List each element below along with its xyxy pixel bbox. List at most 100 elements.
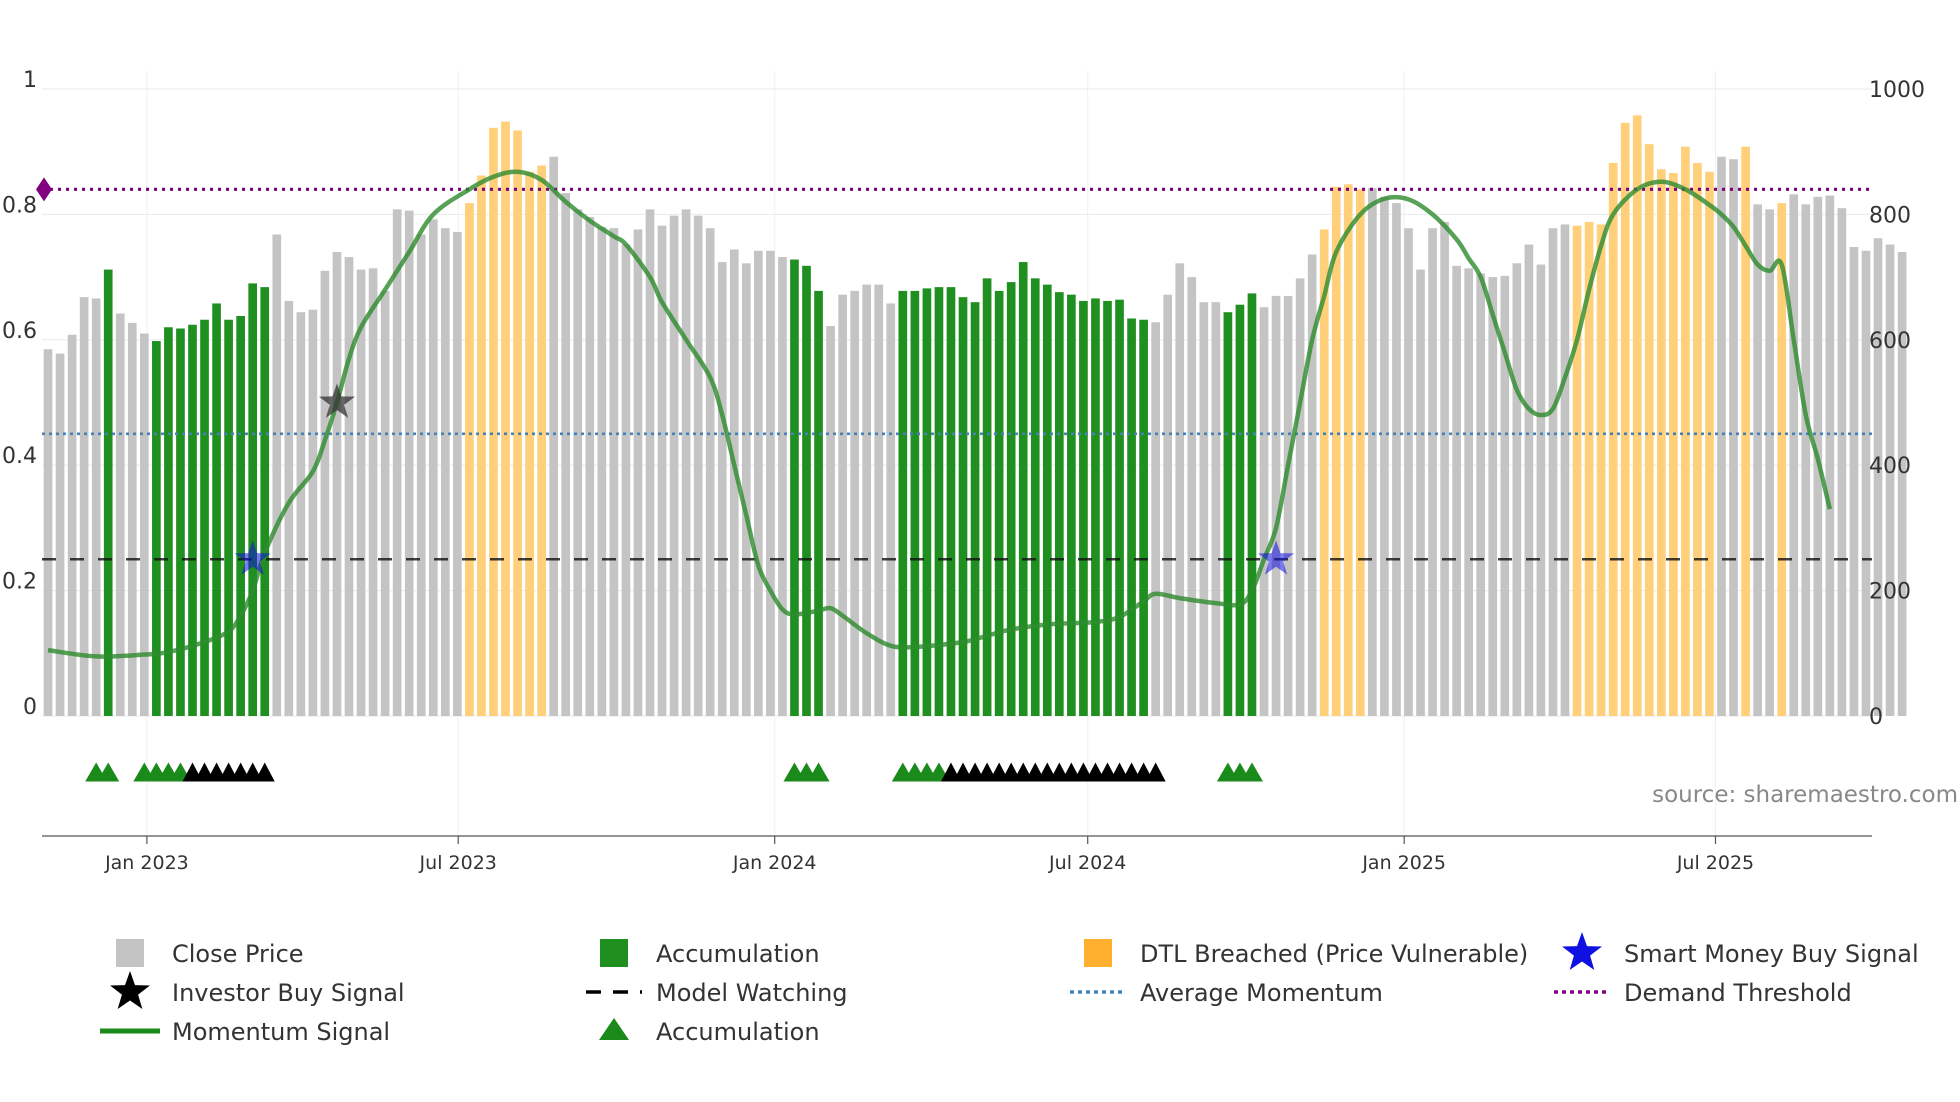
accumulation-bar (946, 287, 956, 716)
accumulation-bar (1103, 300, 1112, 716)
dtl-breached-bar (1632, 115, 1642, 717)
x-tick-label: Jul 2025 (1676, 852, 1754, 874)
close-price-bar (681, 209, 691, 716)
close-price-bar (1789, 194, 1799, 716)
right-tick-label: 1000 (1869, 78, 1925, 103)
bars (43, 115, 1907, 717)
investor-buy-signal (318, 383, 356, 418)
legend-swatch-square (600, 939, 628, 967)
left-tick-label: 1 (23, 68, 37, 93)
accumulation-marker (807, 762, 830, 782)
close-price-bar (1729, 159, 1738, 716)
close-price-bar (1271, 295, 1281, 716)
close-price-bar (621, 244, 631, 716)
x-tick-label: Jan 2025 (1361, 852, 1446, 874)
close-price-bar (741, 263, 751, 716)
accumulation-marker (97, 762, 120, 782)
right-tick-label: 200 (1869, 580, 1911, 605)
right-tick-label: 800 (1869, 203, 1911, 228)
close-price-bar (585, 216, 595, 716)
close-price-bar (1488, 277, 1498, 716)
accumulation-bar (236, 315, 245, 716)
legend-label: Close Price (172, 940, 304, 968)
close-price-bar (296, 312, 306, 716)
dtl-breached-bar (1620, 122, 1630, 716)
close-price-bar (717, 262, 727, 716)
close-price-bar (1717, 156, 1726, 716)
dtl-breached-bar (1693, 162, 1702, 717)
dtl-breached-bar (1572, 225, 1582, 716)
accumulation-bar (1247, 293, 1257, 716)
close-price-bar (826, 326, 835, 716)
close-price-bar (43, 349, 53, 716)
close-price-bar (1163, 294, 1173, 716)
close-price-bar (1380, 196, 1389, 716)
accumulation-bar (1006, 282, 1016, 716)
x-tick-label: Jul 2024 (1048, 852, 1126, 874)
accumulation-bar (1091, 298, 1100, 716)
close-price-bar (1452, 265, 1461, 716)
close-price-bar (754, 250, 763, 717)
smart-money-buy-signal (234, 540, 271, 575)
close-price-bar (453, 231, 462, 716)
x-tick-label: Jul 2023 (419, 852, 497, 874)
momentum-layer (47, 169, 1833, 659)
close-price-bar (356, 269, 366, 716)
close-price-bar (380, 290, 390, 716)
close-price-bar (850, 290, 859, 716)
dtl-breached-bar (1319, 229, 1329, 716)
close-price-bar (1837, 208, 1847, 716)
close-price-bar (140, 333, 149, 716)
close-price-bar (633, 229, 643, 716)
close-price-bar (1861, 250, 1871, 717)
momentum-signal-line (47, 169, 1833, 659)
dtl-breached-bar (1331, 186, 1341, 716)
close-price-bar (874, 284, 884, 716)
close-price-bar (1440, 221, 1449, 716)
reference-lines (36, 177, 1872, 561)
legend-label: Accumulation (656, 1018, 820, 1046)
dtl-breached-bar (501, 121, 510, 716)
legend-label: DTL Breached (Price Vulnerable) (1140, 940, 1528, 968)
dtl-breached-bar (465, 203, 474, 716)
legend-swatch-star (1562, 932, 1602, 970)
accumulation-bar (898, 290, 908, 716)
dtl-breached-bar (1596, 224, 1606, 716)
dtl-breached-bar (537, 165, 546, 716)
accumulation-bar (1139, 319, 1148, 716)
accumulation-marker (1240, 762, 1263, 782)
close-price-bar (549, 156, 559, 716)
left-tick-label: 0.6 (2, 319, 37, 344)
dtl-breached-bar (1608, 162, 1618, 717)
close-price-bar (79, 297, 89, 716)
dtl-breached-bar (525, 171, 534, 716)
close-price-bar (1560, 224, 1570, 716)
close-price-bar (1368, 188, 1377, 717)
accumulation-bar (103, 269, 113, 716)
close-price-bar (838, 294, 847, 716)
close-price-bar (1849, 247, 1859, 716)
close-price-bar (1175, 263, 1185, 716)
accumulation-bar (1055, 292, 1064, 716)
close-price-bar (766, 250, 775, 717)
accumulation-bar (260, 287, 270, 716)
accumulation-bar (1018, 262, 1028, 716)
close-price-bar (729, 249, 739, 716)
dtl-breached-bar (1656, 169, 1666, 717)
dtl-breached-bar (1669, 173, 1678, 716)
close-price-bar (561, 193, 571, 716)
investor-buy-marker (1145, 762, 1166, 782)
close-price-bar (693, 215, 703, 717)
close-price-bar (67, 334, 77, 716)
legend-swatch-square (116, 939, 144, 967)
dtl-breached-bar (1777, 203, 1787, 716)
legend-label: Accumulation (656, 940, 820, 968)
x-tick-label: Jan 2024 (732, 852, 817, 874)
close-price-bar (320, 270, 330, 716)
dtl-breached-bar (1343, 184, 1353, 716)
right-tick-label: 400 (1869, 454, 1911, 479)
source-label: source: sharemaestro.com (1652, 782, 1958, 808)
accumulation-bar (982, 278, 992, 716)
close-price-bar (428, 219, 438, 716)
